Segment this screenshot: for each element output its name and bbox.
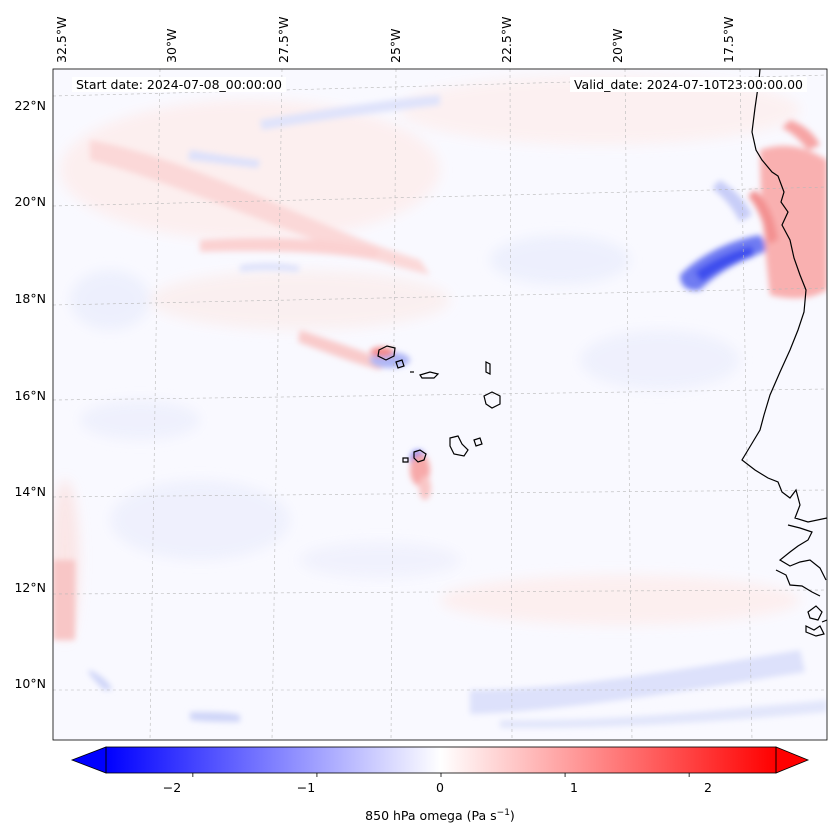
coastline — [741, 69, 827, 637]
units-exponent: −1 — [496, 808, 510, 818]
lat-label: 16°N — [14, 388, 46, 403]
lat-label: 10°N — [14, 676, 46, 691]
lat-label: 14°N — [14, 484, 46, 499]
colorbar-max-extend — [775, 746, 810, 774]
colorbar-min-extend — [70, 746, 107, 774]
lon-label: 20°W — [610, 28, 625, 63]
lon-label: 27.5°W — [276, 16, 291, 63]
lat-label: 18°N — [14, 291, 46, 306]
colorbar-tick-label: −2 — [162, 780, 182, 795]
colorbar — [70, 746, 810, 777]
lat-label: 20°N — [14, 194, 46, 209]
lon-label: 32.5°W — [54, 16, 69, 63]
lon-label: 22.5°W — [499, 16, 514, 63]
start-date: Start date: 2024-07-08_00:00:00 — [72, 77, 286, 92]
colorbar-label: 850 hPa omega (Pa s−1) — [365, 808, 515, 824]
lat-label: 12°N — [14, 580, 46, 595]
valid-date: Valid_date: 2024-07-10T23:00:00.00 — [569, 77, 807, 92]
cape-verde-islands — [377, 345, 501, 463]
units: Pa s — [471, 808, 497, 824]
colorbar-tick-label: 2 — [704, 780, 712, 795]
omega-field — [53, 69, 827, 740]
lat-label: 22°N — [14, 98, 46, 113]
colorbar-gradient — [106, 747, 776, 773]
colorbar-tick-label: 0 — [436, 780, 444, 795]
lon-label: 17.5°W — [721, 16, 736, 63]
colorbar-tick-label: −1 — [296, 780, 316, 795]
colorbar-tick-label: 1 — [570, 780, 578, 795]
variable-name: 850 hPa omega — [365, 808, 463, 824]
gridlines — [53, 69, 827, 740]
lon-label: 30°W — [164, 28, 179, 63]
lon-label: 25°W — [388, 28, 403, 63]
